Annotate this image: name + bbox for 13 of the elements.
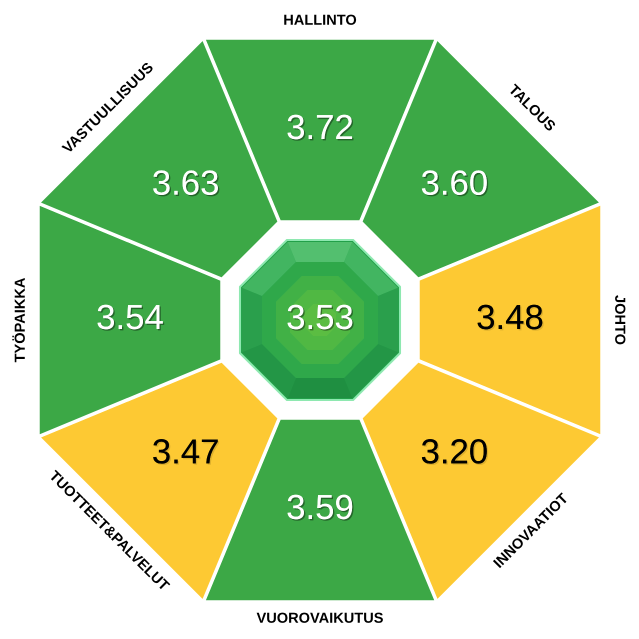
data-label: 3.60	[422, 170, 488, 196]
data-label: 3.59	[288, 494, 354, 521]
data-label: 3.20	[422, 439, 488, 466]
category-label: TYÖPAIKKA	[12, 278, 25, 362]
category-label: VUOROVAIKUTUS	[256, 612, 383, 623]
text: 3.53	[288, 304, 354, 331]
data-label: 3.63	[153, 170, 220, 196]
category-label: JOHTO	[615, 295, 626, 344]
category-label: HALLINTO	[284, 14, 356, 25]
data-label: 3.72	[288, 114, 354, 141]
data-label: 3.48	[478, 304, 544, 331]
data-label: 3.54	[98, 304, 164, 331]
data-label: 3.47	[153, 439, 220, 466]
